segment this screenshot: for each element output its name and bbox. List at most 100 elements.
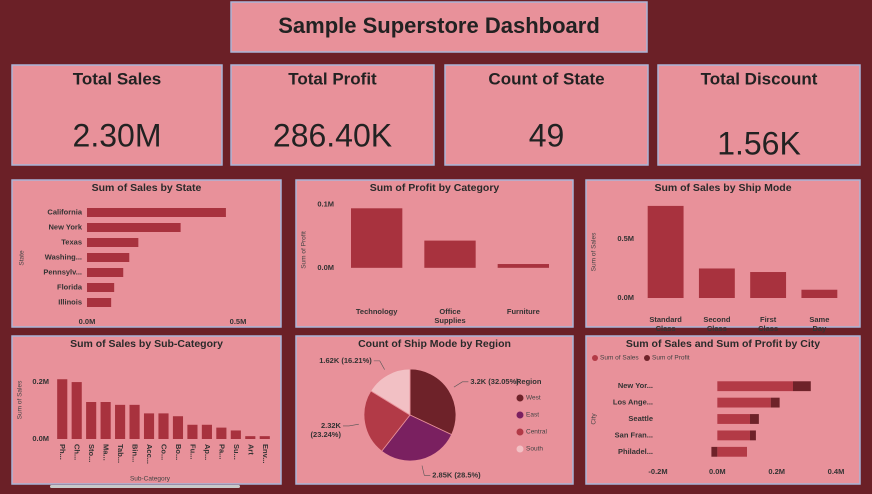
bar (172, 416, 184, 439)
bar (749, 430, 756, 441)
legend-label: Central (526, 429, 548, 436)
category-label: Su... (232, 444, 241, 460)
y-tick-label: 0.0M (32, 434, 49, 443)
bar (750, 272, 787, 298)
chart-title: Count of Ship Mode by Region (358, 338, 511, 350)
bar (770, 397, 780, 408)
category-label: Pa... (217, 444, 226, 459)
category-label: Illinois (58, 297, 82, 306)
category-label: Sto... (87, 444, 96, 462)
bar (801, 289, 838, 298)
legend-label: Sum of Profit (652, 355, 690, 362)
bar (129, 404, 140, 439)
bar (647, 205, 684, 298)
legend-title: Region (516, 377, 542, 386)
kpi-label: Total Profit (288, 69, 377, 88)
leader-line (342, 423, 359, 427)
category-label: Technology (356, 307, 398, 316)
category-label: Furniture (507, 307, 540, 316)
kpi-label: Total Discount (701, 69, 818, 88)
chart-title: Sum of Profit by Category (370, 182, 500, 194)
bar (717, 446, 747, 457)
bar (717, 414, 750, 424)
chart-title: Sum of Sales by State (92, 182, 202, 194)
kpi-card (444, 64, 649, 166)
x-axis-label: Sub-Category (130, 476, 171, 483)
y-axis-label: City (591, 413, 598, 425)
dashboard-title: Sample Superstore Dashboard (278, 13, 600, 38)
category-label: Same Day (809, 315, 829, 333)
kpi-value: 49 (529, 117, 565, 153)
bar (86, 402, 97, 439)
bar (87, 208, 226, 217)
category-label: Ma... (102, 444, 111, 461)
legend-label: West (526, 395, 541, 402)
bar (87, 253, 130, 262)
legend-label: South (526, 446, 543, 453)
bar (87, 238, 139, 247)
category-label: California (47, 207, 82, 216)
bar (424, 240, 476, 268)
category-label: Texas (61, 237, 82, 246)
y-axis-label: Sum of Profit (301, 231, 308, 269)
bar (717, 397, 771, 408)
legend-marker (516, 411, 524, 419)
bar (100, 402, 111, 439)
y-axis-label: Sum of Sales (17, 380, 24, 419)
category-label: Office Supplies (434, 307, 465, 325)
bar (87, 223, 181, 232)
x-tick-label: 0.0M (79, 317, 96, 326)
legend-marker (644, 355, 650, 361)
y-tick-label: 0.5M (617, 234, 634, 243)
category-label: Seattle (628, 414, 653, 423)
bar (187, 424, 198, 439)
kpi-label: Count of State (488, 69, 604, 88)
bar (87, 283, 115, 292)
y-tick-label: 0.0M (617, 293, 634, 302)
bar (201, 424, 212, 439)
x-tick-label: 0.2M (768, 467, 785, 476)
category-label: Second Class (703, 315, 731, 333)
chart-panel (11, 335, 282, 485)
category-label: Co... (160, 444, 169, 460)
bar (351, 208, 403, 268)
scrollbar[interactable] (50, 485, 240, 488)
pie-slice (409, 368, 457, 436)
title-box (230, 1, 648, 53)
bar (749, 414, 759, 424)
x-tick-label: -0.2M (648, 467, 667, 476)
bar (792, 381, 811, 392)
legend-label: East (526, 412, 539, 419)
data-label: 3.2K (32.05%) (470, 377, 519, 386)
kpi-card (657, 64, 861, 166)
bar (87, 298, 112, 307)
category-label: Philadel... (618, 447, 653, 456)
bar (245, 436, 256, 439)
bar (71, 382, 82, 439)
bar (158, 413, 169, 439)
bar (259, 436, 270, 439)
chart-panel (11, 179, 282, 328)
chart-title: Sum of Sales by Sub-Category (70, 338, 223, 350)
kpi-card (11, 64, 223, 166)
chart-title: Sum of Sales by Ship Mode (654, 182, 791, 194)
category-label: Bo... (174, 444, 183, 460)
y-tick-label: 0.2M (32, 377, 49, 386)
kpi-value: 2.30M (73, 117, 162, 153)
chart-title: Sum of Sales and Sum of Profit by City (626, 338, 820, 350)
category-label: Tab... (116, 444, 125, 463)
category-label: Los Ange... (613, 398, 653, 407)
category-label: Fu... (188, 444, 197, 459)
category-label: Ap... (203, 444, 212, 460)
legend-marker (516, 428, 524, 436)
data-label: 2.32K (23.24%) (311, 421, 342, 439)
category-label: Art (246, 444, 255, 455)
bar (230, 430, 241, 439)
category-label: New York (49, 222, 83, 231)
legend-marker (516, 445, 524, 453)
y-axis-label: Sum of Sales (591, 232, 598, 271)
bar (497, 264, 549, 268)
category-label: Bin... (131, 444, 140, 462)
category-label: Standard Class (649, 315, 682, 333)
